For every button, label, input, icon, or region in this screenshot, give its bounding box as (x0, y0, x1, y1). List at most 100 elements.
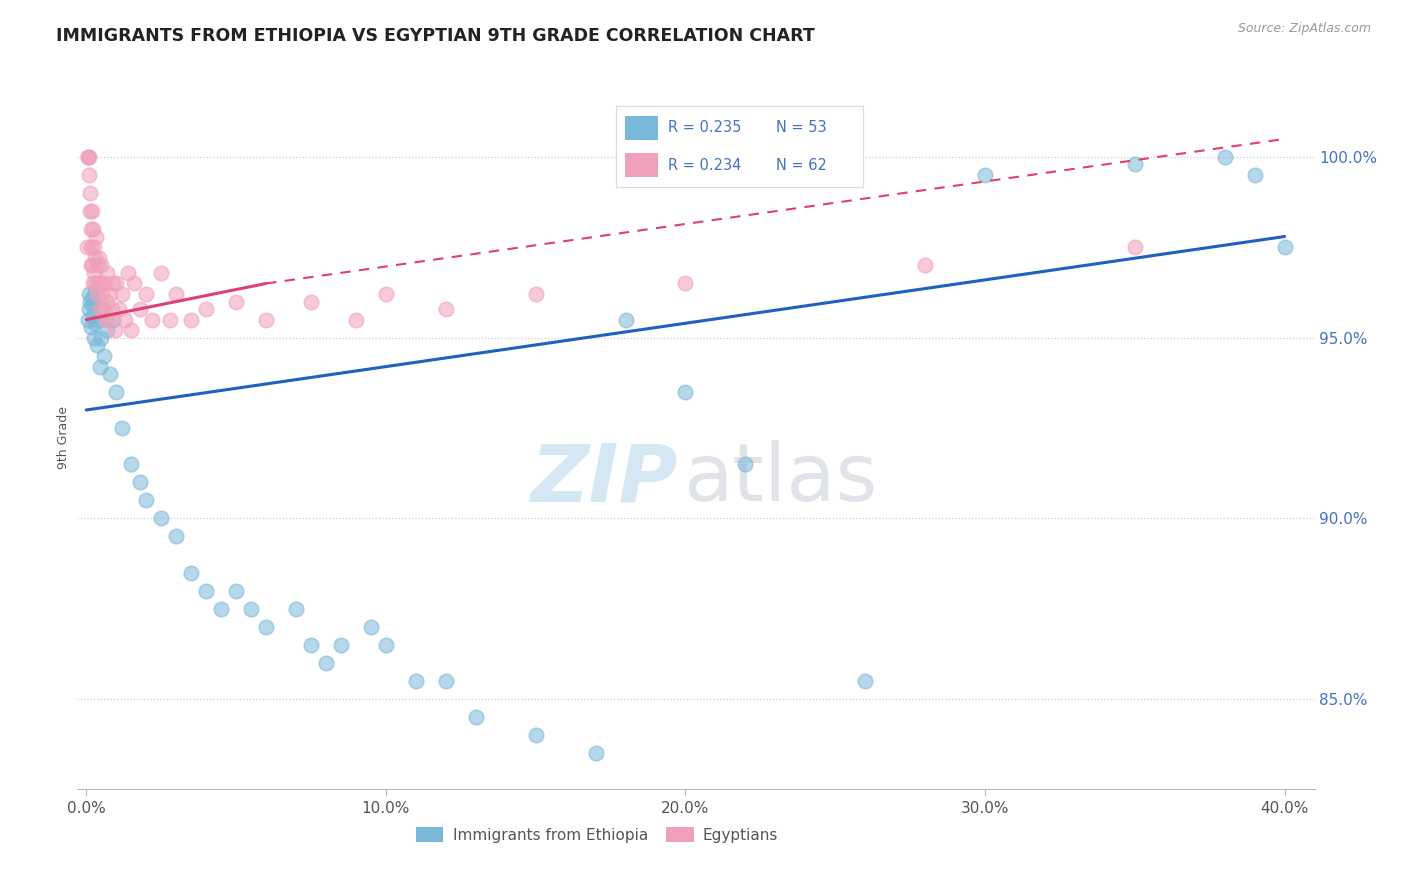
Point (76, 240, 98, 254)
Point (83, 251, 105, 265)
Point (524, 728, 547, 742)
Point (614, 312, 637, 326)
Point (79, 168, 101, 182)
Point (105, 277, 128, 291)
Point (86, 338, 108, 352)
Point (87, 312, 110, 326)
Point (89, 359, 111, 374)
Point (1123, 157, 1146, 171)
Point (254, 620, 277, 634)
Point (129, 475, 152, 490)
Point (180, 312, 202, 326)
Point (180, 566, 202, 580)
Point (76, 150, 98, 164)
Point (344, 312, 367, 326)
Point (93, 277, 115, 291)
Point (135, 287, 157, 301)
Point (299, 638, 322, 652)
Point (103, 277, 125, 291)
Point (434, 301, 457, 316)
Point (122, 277, 145, 291)
Point (1123, 240, 1146, 254)
Point (90, 277, 112, 291)
Point (1274, 240, 1296, 254)
Point (82, 309, 104, 323)
Point (91, 301, 114, 316)
Point (374, 287, 396, 301)
Point (150, 511, 173, 525)
Point (150, 266, 173, 280)
Point (83, 284, 105, 298)
Point (111, 287, 134, 301)
Point (285, 601, 308, 615)
Point (82, 291, 104, 305)
Point (98, 367, 121, 381)
Point (120, 457, 142, 471)
Point (80, 204, 103, 219)
Point (104, 323, 127, 337)
Point (79, 301, 101, 316)
Point (80, 319, 103, 334)
Point (86, 259, 108, 273)
Point (77, 287, 100, 301)
Point (79, 204, 101, 219)
Legend: Immigrants from Ethiopia, Egyptians: Immigrants from Ethiopia, Egyptians (409, 821, 785, 848)
Point (79, 222, 101, 236)
Point (585, 746, 607, 760)
Point (1243, 168, 1265, 182)
Point (86, 287, 108, 301)
Point (524, 287, 547, 301)
Point (96, 294, 118, 309)
Point (97, 312, 120, 326)
Point (675, 384, 697, 399)
Point (240, 601, 263, 615)
Point (83, 331, 105, 345)
Point (1213, 150, 1236, 164)
Point (77, 150, 100, 164)
Point (117, 266, 139, 280)
Point (105, 384, 128, 399)
Point (315, 656, 337, 670)
Point (734, 457, 756, 471)
Point (77, 150, 100, 164)
Point (82, 259, 104, 273)
Point (108, 301, 131, 316)
Point (374, 638, 396, 652)
Point (114, 312, 136, 326)
Point (101, 301, 124, 316)
Point (111, 421, 134, 435)
Point (330, 638, 353, 652)
Point (94, 312, 117, 326)
Text: Source: ZipAtlas.com: Source: ZipAtlas.com (1237, 22, 1371, 36)
Point (853, 673, 876, 688)
Point (675, 277, 697, 291)
Point (103, 312, 125, 326)
Point (90, 287, 112, 301)
Point (84, 316, 107, 330)
Text: IMMIGRANTS FROM ETHIOPIA VS EGYPTIAN 9TH GRADE CORRELATION CHART: IMMIGRANTS FROM ETHIOPIA VS EGYPTIAN 9TH… (56, 27, 815, 45)
Point (79, 186, 101, 201)
Point (82, 277, 104, 291)
Point (464, 710, 486, 724)
Point (87, 251, 110, 265)
Text: atlas: atlas (683, 441, 877, 518)
Point (80, 298, 103, 312)
Y-axis label: 9th Grade: 9th Grade (58, 406, 70, 468)
Point (80, 259, 103, 273)
Point (225, 583, 247, 598)
Point (96, 323, 118, 337)
Point (434, 673, 457, 688)
Point (91, 301, 114, 316)
Point (195, 301, 218, 316)
Point (98, 287, 121, 301)
Point (83, 266, 105, 280)
Point (914, 259, 936, 273)
Point (159, 312, 181, 326)
Point (165, 287, 187, 301)
Point (974, 168, 997, 182)
Point (90, 331, 112, 345)
Point (141, 312, 163, 326)
Point (93, 349, 115, 363)
Point (82, 222, 104, 236)
Point (120, 323, 142, 337)
